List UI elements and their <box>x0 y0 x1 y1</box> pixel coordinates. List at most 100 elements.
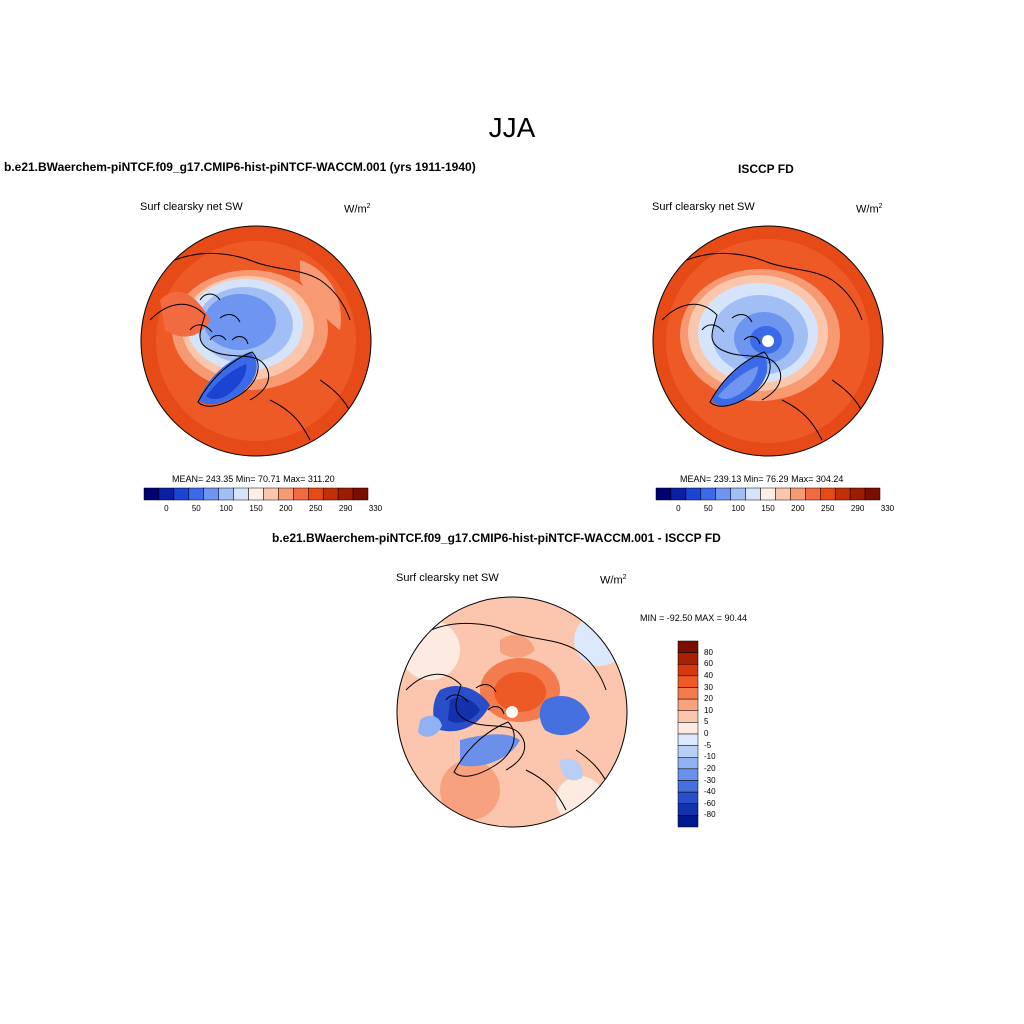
colorbar-swatch <box>677 675 699 688</box>
colorbar-swatch <box>158 487 175 501</box>
colorbar-swatch <box>203 487 219 501</box>
colorbar-swatch <box>677 698 699 711</box>
colorbar-swatch <box>700 487 716 501</box>
colorbar-swatch <box>248 487 264 501</box>
colorbar-swatch <box>188 487 204 501</box>
panel-3-minmax: MIN = -92.50 MAX = 90.44 <box>640 613 748 623</box>
colorbar-swatch <box>715 487 731 501</box>
colorbar-swatch <box>849 487 866 501</box>
colorbar-tick-label: -5 <box>704 740 712 750</box>
colorbar-tick-label: 290 <box>338 504 353 513</box>
colorbar-swatch <box>263 487 279 501</box>
colorbar-tick-label: 330 <box>368 504 383 513</box>
colorbar-swatch <box>677 687 699 700</box>
panel-1-title: b.e21.BWaerchem-piNTCF.f09_g17.CMIP6-his… <box>4 160 476 174</box>
colorbar-swatch <box>745 487 761 501</box>
panel-2-title: ISCCP FD <box>738 162 794 176</box>
panel-1-stats: MEAN= 243.35 Min= 70.71 Max= 311.20 <box>172 474 335 484</box>
colorbar-tick-label: 40 <box>704 670 713 680</box>
colorbar-swatch <box>677 745 699 758</box>
colorbar-swatch <box>173 487 190 501</box>
panel-1-units: W/m2 <box>344 203 371 216</box>
colorbar-swatch <box>352 487 369 501</box>
colorbar-swatch <box>864 487 881 501</box>
colorbar-tick-label: 330 <box>880 504 895 513</box>
colorbar-tick-label: 100 <box>731 504 745 513</box>
colorbar-tick-label: 30 <box>704 682 713 692</box>
colorbar-tick-label: 10 <box>704 705 713 715</box>
panel-2-units: W/m2 <box>856 203 883 216</box>
page-title: JJA <box>488 112 536 143</box>
colorbar-swatch <box>677 757 699 770</box>
colorbar-tick-label: -20 <box>704 763 716 773</box>
map-1-border <box>140 225 372 457</box>
colorbar-swatch <box>677 733 699 746</box>
colorbar-swatch <box>677 722 699 735</box>
colorbar-tick-label: 250 <box>821 504 835 513</box>
colorbar-tick-label: -10 <box>704 752 716 762</box>
colorbar-swatch <box>677 710 699 723</box>
colorbar-swatch <box>677 640 699 653</box>
colorbar-3 <box>677 640 699 828</box>
colorbar-tick-label: -30 <box>704 775 716 785</box>
map-2-border <box>652 225 884 457</box>
panel-3-variable-label: Surf clearsky net SW <box>396 572 499 584</box>
colorbar-2 <box>655 487 881 501</box>
colorbar-tick-label: 5 <box>704 717 709 727</box>
colorbar-swatch <box>233 487 249 501</box>
colorbar-tick-label: 200 <box>791 504 805 513</box>
colorbar-swatch <box>805 487 821 501</box>
colorbar-swatch <box>760 487 776 501</box>
map-3-border <box>396 596 628 828</box>
colorbar-swatch <box>677 768 699 781</box>
colorbar-tick-label: -40 <box>704 787 716 797</box>
colorbar-tick-label: 50 <box>703 504 713 513</box>
colorbar-swatch <box>820 487 836 501</box>
colorbar-swatch <box>775 487 791 501</box>
colorbar-tick-label: 0 <box>676 504 681 513</box>
colorbar-tick-label: 200 <box>279 504 293 513</box>
colorbar-swatch <box>677 815 699 828</box>
colorbar-tick-label: 0 <box>704 729 709 738</box>
map-1-coastlines <box>149 253 353 441</box>
colorbar-tick-label: 250 <box>309 504 323 513</box>
colorbar-swatch <box>308 487 324 501</box>
colorbar-swatch <box>677 780 699 793</box>
map-1-model <box>141 226 371 456</box>
colorbar-swatch <box>278 487 294 501</box>
colorbar-tick-label: 150 <box>761 504 775 513</box>
colorbar-tick-label: 0 <box>164 504 169 513</box>
colorbar-tick-label: 80 <box>704 647 713 657</box>
colorbar-swatch <box>677 664 699 677</box>
map-2-obs <box>653 226 883 456</box>
colorbar-tick-label: 50 <box>191 504 201 513</box>
colorbar-tick-label: 100 <box>219 504 233 513</box>
colorbar-swatch <box>677 791 699 804</box>
colorbar-tick-label: 150 <box>249 504 263 513</box>
colorbar-swatch <box>322 487 339 501</box>
colorbar-swatch <box>834 487 851 501</box>
colorbar-tick-label: -60 <box>704 798 716 808</box>
colorbar-swatch <box>677 803 699 816</box>
panel-2-stats: MEAN= 239.13 Min= 76.29 Max= 304.24 <box>680 474 844 484</box>
colorbar-swatch <box>685 487 702 501</box>
panel-2-variable-label: Surf clearsky net SW <box>652 201 755 213</box>
colorbar-1 <box>143 487 369 501</box>
map-3-difference <box>397 597 627 827</box>
colorbar-swatch <box>337 487 354 501</box>
colorbar-swatch <box>293 487 309 501</box>
colorbar-swatch <box>677 652 699 665</box>
colorbar-swatch <box>790 487 806 501</box>
colorbar-tick-label: 60 <box>704 659 713 669</box>
colorbar-tick-label: 20 <box>704 694 713 704</box>
colorbar-swatch <box>218 487 234 501</box>
colorbar-swatch <box>143 487 160 501</box>
colorbar-tick-label: -80 <box>704 810 716 820</box>
colorbar-swatch <box>655 487 672 501</box>
panel-1-variable-label: Surf clearsky net SW <box>140 201 243 213</box>
panel-3-units: W/m2 <box>600 574 627 587</box>
colorbar-tick-label: 290 <box>850 504 865 513</box>
colorbar-swatch <box>670 487 687 501</box>
colorbar-swatch <box>730 487 746 501</box>
